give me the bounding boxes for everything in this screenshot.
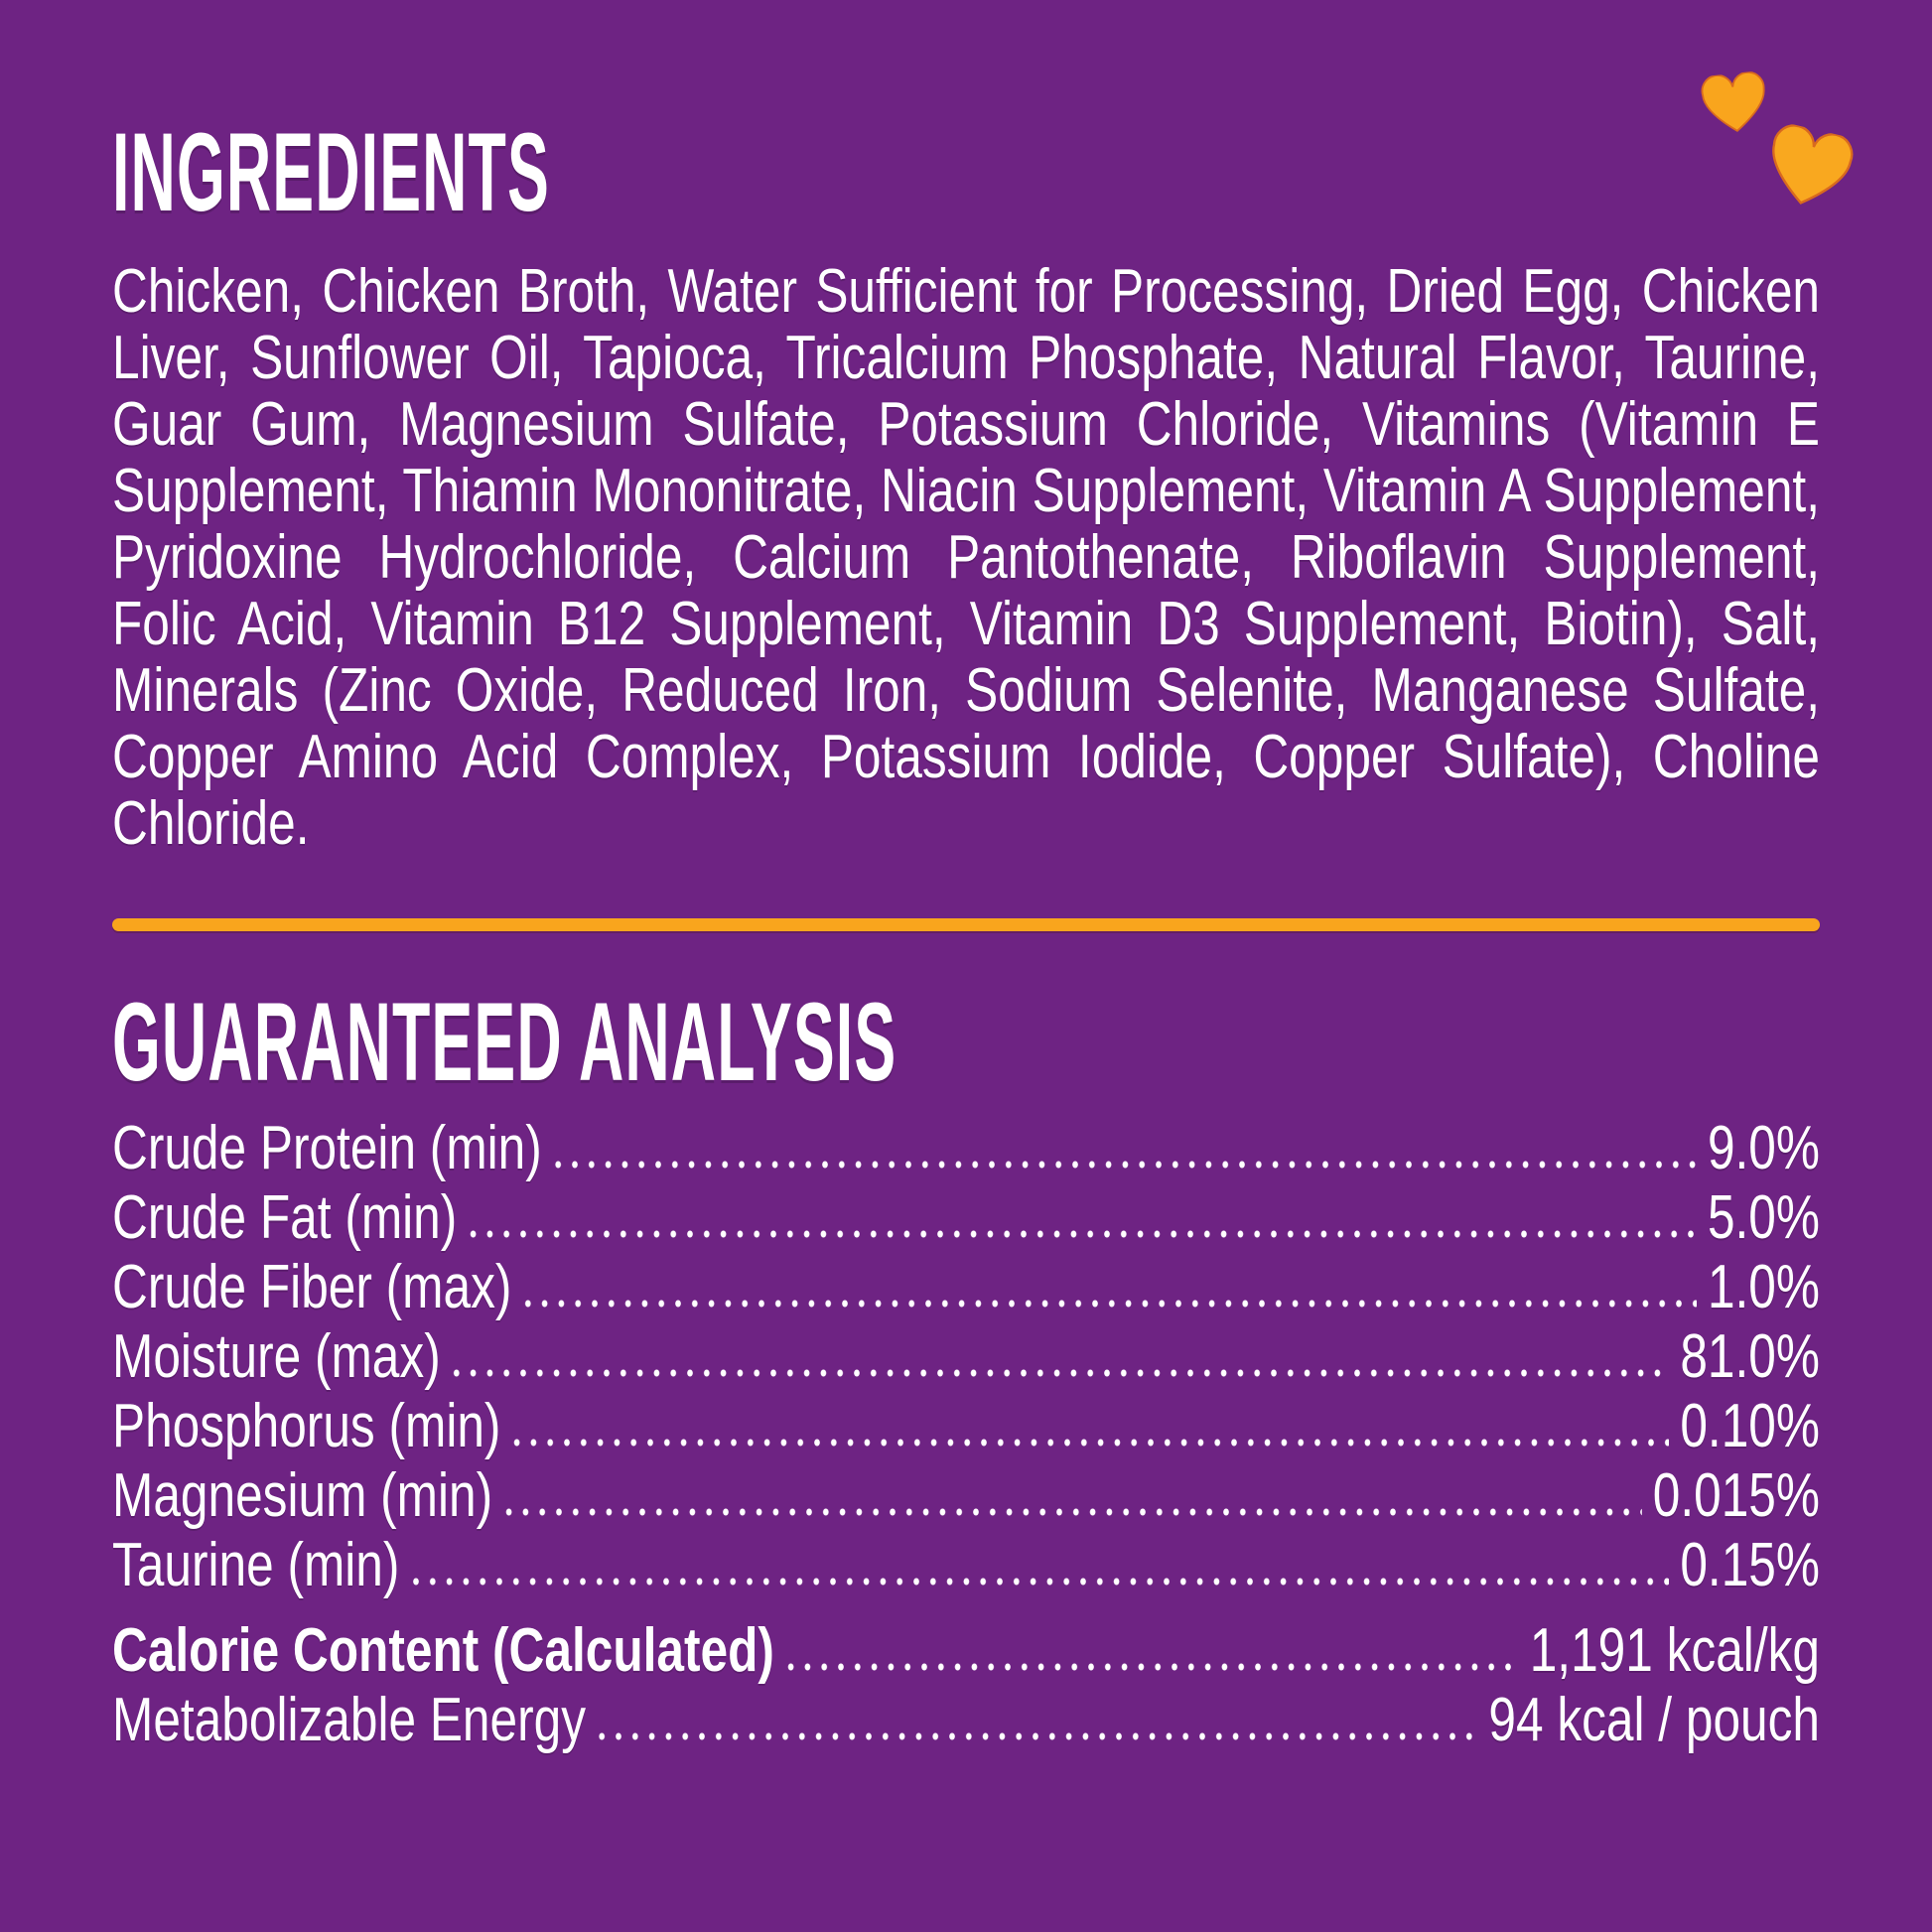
analysis-row-value: 9.0% <box>1707 1114 1820 1182</box>
hearts-decoration <box>1688 60 1866 218</box>
calorie-content-table: Calorie Content (Calculated) 1,191 kcal/… <box>112 1616 1820 1755</box>
analysis-row: Crude Fiber (max) 1.0% <box>112 1253 1820 1322</box>
analysis-row-label: Crude Protein (min) <box>112 1114 542 1182</box>
dot-leader <box>448 1322 1670 1392</box>
analysis-row-label: Magnesium (min) <box>112 1461 493 1530</box>
analysis-row-value: 0.10% <box>1680 1392 1820 1460</box>
dot-leader <box>519 1253 1697 1322</box>
analysis-row-value: 0.15% <box>1680 1531 1820 1599</box>
analysis-row-label: Moisture (max) <box>112 1322 441 1391</box>
analysis-row: Phosphorus (min) 0.10% <box>112 1392 1820 1461</box>
analysis-row-value: 1.0% <box>1707 1253 1820 1321</box>
dot-leader <box>500 1461 1642 1531</box>
analysis-row-label: Crude Fat (min) <box>112 1183 458 1252</box>
analysis-row-label: Crude Fiber (max) <box>112 1253 512 1321</box>
label-content: INGREDIENTS Chicken, Chicken Broth, Wate… <box>112 0 1820 1755</box>
analysis-row-value: 0.015% <box>1652 1461 1820 1530</box>
dot-leader <box>508 1392 1670 1461</box>
dot-leader <box>781 1616 1519 1686</box>
analysis-row-label: Calorie Content (Calculated) <box>112 1616 774 1685</box>
analysis-row: Calorie Content (Calculated) 1,191 kcal/… <box>112 1616 1820 1686</box>
analysis-row: Metabolizable Energy 94 kcal / pouch <box>112 1686 1820 1755</box>
ingredients-text: Chicken, Chicken Broth, Water Sufficient… <box>112 257 1820 858</box>
analysis-row-value: 81.0% <box>1680 1322 1820 1391</box>
analysis-row: Moisture (max) 81.0% <box>112 1322 1820 1392</box>
guaranteed-analysis-heading: GUARANTEED ANALYSIS <box>112 980 897 1104</box>
analysis-row-label: Taurine (min) <box>112 1531 400 1599</box>
analysis-row-value: 5.0% <box>1707 1183 1820 1252</box>
guaranteed-analysis-section-header: GUARANTEED ANALYSIS <box>112 987 1820 1098</box>
analysis-row-value: 1,191 kcal/kg <box>1529 1616 1820 1685</box>
analysis-table: Crude Protein (min) 9.0% Crude Fat (min)… <box>112 1114 1820 1600</box>
heart-icon <box>1772 124 1854 205</box>
dot-leader <box>407 1531 1670 1600</box>
ingredients-heading: INGREDIENTS <box>112 110 550 234</box>
dot-leader <box>594 1686 1478 1755</box>
analysis-row: Taurine (min) 0.15% <box>112 1531 1820 1600</box>
dot-leader <box>465 1183 1697 1253</box>
analysis-row-label: Phosphorus (min) <box>112 1392 501 1460</box>
ingredients-section-header: INGREDIENTS <box>112 117 1820 228</box>
section-divider <box>112 918 1820 931</box>
analysis-row-label: Metabolizable Energy <box>112 1686 586 1754</box>
heart-icon <box>1701 70 1765 132</box>
analysis-row: Crude Fat (min) 5.0% <box>112 1183 1820 1253</box>
dot-leader <box>549 1114 1697 1183</box>
analysis-row: Crude Protein (min) 9.0% <box>112 1114 1820 1183</box>
analysis-row: Magnesium (min) 0.015% <box>112 1461 1820 1531</box>
analysis-row-value: 94 kcal / pouch <box>1488 1686 1820 1754</box>
